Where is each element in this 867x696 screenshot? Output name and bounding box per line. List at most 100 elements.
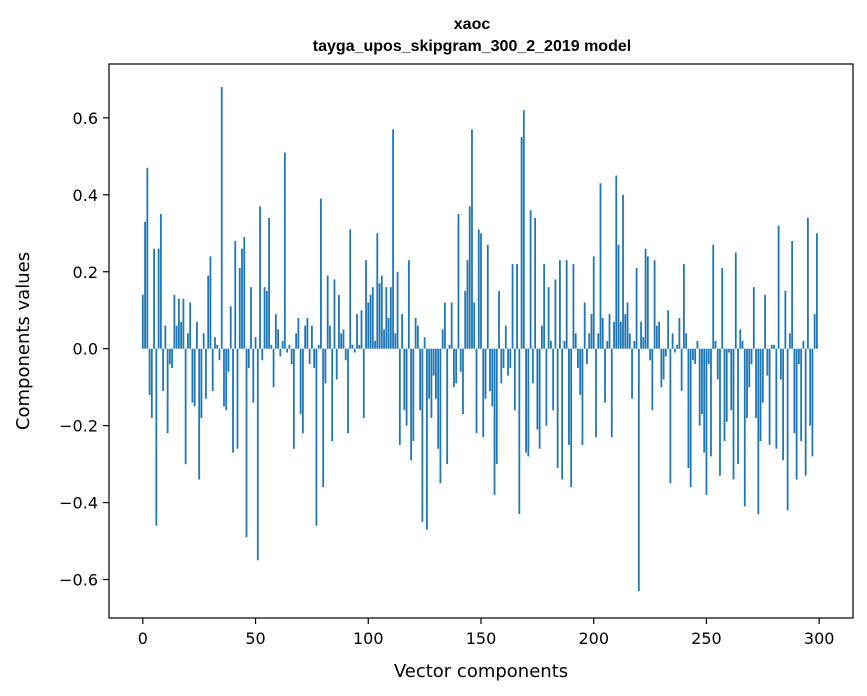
bar-98	[362, 348, 365, 418]
bar-165	[513, 348, 516, 411]
bar-226	[651, 348, 654, 411]
bar-116	[403, 348, 406, 411]
bar-140	[457, 214, 460, 349]
bar-296	[809, 348, 812, 426]
bar-294	[804, 348, 807, 476]
bar-52	[259, 206, 261, 349]
bar-74	[308, 348, 311, 365]
bar-182	[552, 348, 555, 411]
bar-89	[342, 329, 345, 349]
bar-255	[716, 348, 719, 380]
bar-71	[301, 348, 304, 434]
bar-48	[250, 287, 252, 349]
bar-30	[209, 256, 212, 349]
bar-197	[586, 348, 588, 365]
bar-180	[547, 287, 550, 349]
bar-41	[234, 240, 237, 349]
bar-193	[577, 348, 579, 368]
bar-299	[816, 233, 818, 349]
bar-134	[444, 302, 446, 349]
bar-120	[412, 348, 415, 442]
bar-157	[495, 348, 498, 465]
bar-19	[184, 348, 187, 465]
bar-261	[730, 348, 733, 411]
bar-249	[703, 348, 706, 453]
bar-94	[353, 348, 356, 353]
bar-9	[162, 348, 165, 392]
bar-76	[313, 348, 316, 368]
bar-198	[588, 333, 591, 349]
bar-105	[378, 283, 381, 349]
bar-149	[477, 229, 480, 349]
bar-166	[516, 264, 518, 349]
bar-31	[211, 348, 214, 392]
bar-267	[743, 348, 746, 507]
x-tick-label-100: 100	[353, 629, 384, 648]
bar-87	[338, 294, 340, 349]
bars-group	[141, 87, 818, 592]
bar-222	[642, 337, 645, 349]
bar-123	[419, 348, 422, 411]
bar-246	[696, 341, 699, 349]
bar-223	[644, 248, 647, 349]
bar-17	[180, 321, 183, 349]
bar-176	[538, 348, 541, 449]
bar-118	[407, 260, 410, 349]
bar-161	[504, 325, 507, 349]
bar-90	[344, 348, 347, 361]
bar-128	[430, 348, 433, 418]
bar-234	[669, 348, 672, 484]
bar-265	[739, 329, 742, 349]
bar-284	[782, 348, 785, 461]
bar-186	[561, 348, 564, 480]
bar-239	[680, 348, 683, 392]
bar-282	[777, 225, 780, 349]
bar-173	[531, 348, 534, 384]
bar-170	[525, 348, 527, 453]
bar-216	[628, 333, 631, 349]
bar-298	[813, 314, 816, 349]
bar-277	[766, 348, 769, 376]
bar-92	[349, 229, 352, 349]
bar-219	[635, 267, 638, 349]
bar-297	[811, 348, 814, 457]
bar-137	[450, 302, 453, 349]
bar-103	[374, 341, 376, 349]
bar-35	[220, 87, 223, 349]
bar-47	[247, 348, 250, 368]
bar-257	[721, 267, 724, 349]
bar-43	[238, 267, 241, 349]
bar-79	[320, 198, 322, 349]
bar-273	[757, 348, 760, 515]
bar-213	[622, 194, 624, 349]
bar-209	[613, 321, 615, 349]
bar-25	[198, 348, 201, 480]
bar-55	[265, 290, 268, 349]
bar-189	[568, 348, 570, 445]
bar-156	[493, 348, 496, 495]
bar-101	[369, 294, 372, 349]
bar-80	[322, 348, 325, 488]
bar-247	[698, 348, 701, 426]
bar-167	[518, 348, 521, 515]
bar-248	[701, 348, 703, 415]
bar-295	[807, 217, 809, 349]
bar-241	[685, 333, 688, 349]
bar-5	[153, 248, 155, 349]
bar-210	[615, 175, 618, 349]
bar-233	[667, 310, 670, 349]
bar-191	[572, 264, 575, 349]
bar-4	[150, 348, 153, 418]
bar-262	[732, 348, 735, 480]
bar-109	[387, 317, 390, 349]
bar-143	[464, 290, 467, 349]
bar-206	[606, 341, 609, 349]
bar-204	[601, 317, 604, 349]
bar-190	[570, 348, 573, 488]
bar-132	[439, 348, 442, 484]
bar-254	[714, 341, 717, 349]
bar-65	[288, 344, 291, 349]
bar-100	[367, 302, 370, 349]
bar-10	[164, 325, 167, 349]
